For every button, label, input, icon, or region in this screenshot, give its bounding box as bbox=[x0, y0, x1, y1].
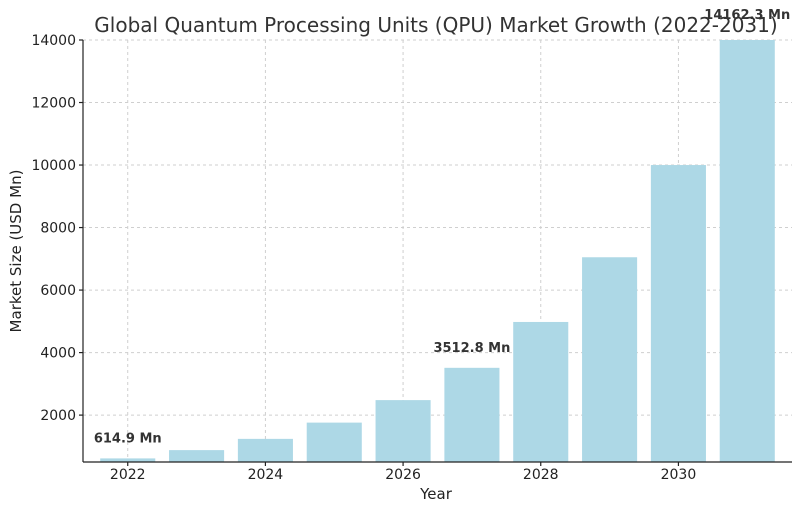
y-tick-label: 4000 bbox=[40, 346, 76, 362]
x-tick-label: 2024 bbox=[248, 467, 284, 483]
bar-2026 bbox=[375, 400, 431, 462]
x-tick-label: 2028 bbox=[523, 467, 559, 483]
bar-2031 bbox=[719, 40, 775, 462]
data-label-2031: 14162.3 Mn bbox=[704, 8, 790, 23]
axes-layer bbox=[82, 40, 792, 463]
bar-2024 bbox=[237, 438, 293, 462]
y-tick-label: 8000 bbox=[40, 221, 76, 237]
y-tick-label: 6000 bbox=[40, 283, 76, 299]
bar-2028 bbox=[513, 321, 569, 462]
bars-layer bbox=[100, 40, 775, 462]
y-axis-label: Market Size (USD Mn) bbox=[7, 170, 25, 333]
y-tick-label: 2000 bbox=[40, 408, 76, 424]
y-tick-label: 10000 bbox=[31, 158, 76, 174]
labels-layer: 614.9 Mn 3512.8 Mn 14162.3 Mn bbox=[94, 8, 790, 446]
x-tick-label: 2026 bbox=[385, 467, 421, 483]
bar-2025 bbox=[306, 422, 362, 462]
y-tick-label: 12000 bbox=[31, 96, 76, 112]
bar-2027 bbox=[444, 367, 500, 462]
data-label-2027: 3512.8 Mn bbox=[433, 341, 510, 356]
chart-title: Global Quantum Processing Units (QPU) Ma… bbox=[94, 13, 777, 37]
y-tick-label: 14000 bbox=[31, 33, 76, 49]
x-tick-label: 2022 bbox=[110, 467, 146, 483]
bar-2029 bbox=[582, 257, 638, 462]
bar-2023 bbox=[169, 450, 225, 462]
ticks-layer: 2000 4000 6000 8000 10000 12000 14000 2022 2024 2… bbox=[31, 33, 696, 483]
bar-2022 bbox=[100, 458, 156, 462]
bar-2030 bbox=[650, 165, 706, 462]
x-tick-label: 2030 bbox=[661, 467, 697, 483]
data-label-2022: 614.9 Mn bbox=[94, 431, 162, 446]
x-axis-label: Year bbox=[419, 485, 453, 503]
